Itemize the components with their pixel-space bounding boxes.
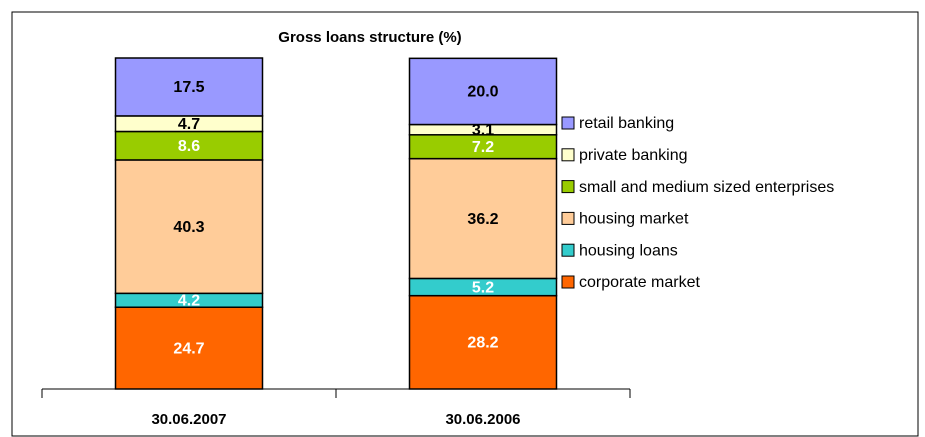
- legend-label: small and medium sized enterprises: [579, 179, 834, 196]
- bar-segment: [114, 306, 264, 390]
- legend-label: housing market: [579, 211, 689, 228]
- x-tick-label: 30.06.2007: [151, 411, 226, 428]
- legend-label: housing loans: [579, 242, 678, 259]
- legend-swatch: [561, 180, 575, 194]
- legend-swatch: [561, 275, 575, 289]
- legend-swatch: [561, 243, 575, 257]
- legend-label: corporate market: [579, 274, 700, 291]
- data-label: 5.2: [472, 279, 494, 296]
- data-label: 20.0: [467, 84, 498, 101]
- chart-title: Gross loans structure (%): [278, 29, 461, 46]
- x-tick-label: 30.06.2006: [445, 411, 520, 428]
- data-label: 7.2: [472, 139, 494, 156]
- bar-segment: [408, 57, 558, 126]
- data-label: 36.2: [467, 211, 498, 228]
- data-label: 28.2: [467, 335, 498, 352]
- data-label: 40.3: [173, 219, 204, 236]
- legend-label: retail banking: [579, 115, 674, 132]
- bar-segment: [114, 159, 264, 295]
- bar-segment: [114, 130, 264, 161]
- legend-label: private banking: [579, 147, 688, 164]
- data-label: 8.6: [178, 138, 200, 155]
- legend-swatch: [561, 211, 575, 225]
- legend-swatch: [561, 148, 575, 162]
- data-label: 17.5: [173, 79, 204, 96]
- bar-segment: [408, 294, 558, 390]
- legend-swatch: [561, 116, 575, 130]
- data-label: 4.7: [178, 116, 200, 133]
- data-label: 24.7: [173, 340, 204, 357]
- data-label: 4.2: [178, 293, 200, 310]
- data-label: 3.1: [472, 122, 494, 139]
- bar-segment: [114, 57, 264, 117]
